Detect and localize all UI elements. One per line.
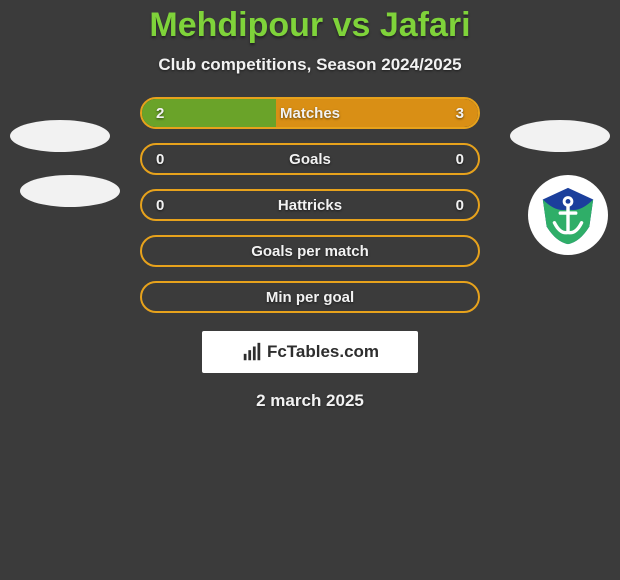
stat-rows: 2 Matches 3 0 Goals 0 0 Hattricks 0 Goals per mat… [140, 97, 480, 313]
page-subtitle: Club competitions, Season 2024/2025 [0, 55, 620, 75]
club-left-crest-placeholder [20, 175, 120, 207]
footer-date: 2 march 2025 [0, 391, 620, 411]
anchor-crest-icon [537, 184, 599, 246]
stat-label: Goals per match [251, 243, 369, 260]
page-title: Mehdipour vs Jafari [0, 6, 620, 45]
stat-row: 2 Matches 3 [140, 97, 480, 129]
club-right-crest [528, 175, 608, 255]
stat-row: 0 Hattricks 0 [140, 189, 480, 221]
stat-row: 0 Goals 0 [140, 143, 480, 175]
stat-value-right: 0 [456, 197, 464, 214]
stat-label: Hattricks [278, 197, 342, 214]
brand-box: FcTables.com [202, 331, 418, 373]
stat-label: Min per goal [266, 289, 354, 306]
stat-value-left: 0 [156, 197, 164, 214]
stat-value-left: 2 [156, 105, 164, 122]
card-content: Mehdipour vs Jafari Club competitions, S… [0, 0, 620, 411]
player-left-avatar-placeholder [10, 120, 110, 152]
stat-value-right: 0 [456, 151, 464, 168]
stat-label: Goals [289, 151, 331, 168]
stat-value-right: 3 [456, 105, 464, 122]
player-right-avatar-placeholder [510, 120, 610, 152]
stat-row: Min per goal [140, 281, 480, 313]
brand-text: FcTables.com [267, 342, 379, 362]
stat-row: Goals per match [140, 235, 480, 267]
bar-chart-icon [241, 341, 263, 363]
stat-label: Matches [280, 105, 340, 122]
stat-value-left: 0 [156, 151, 164, 168]
